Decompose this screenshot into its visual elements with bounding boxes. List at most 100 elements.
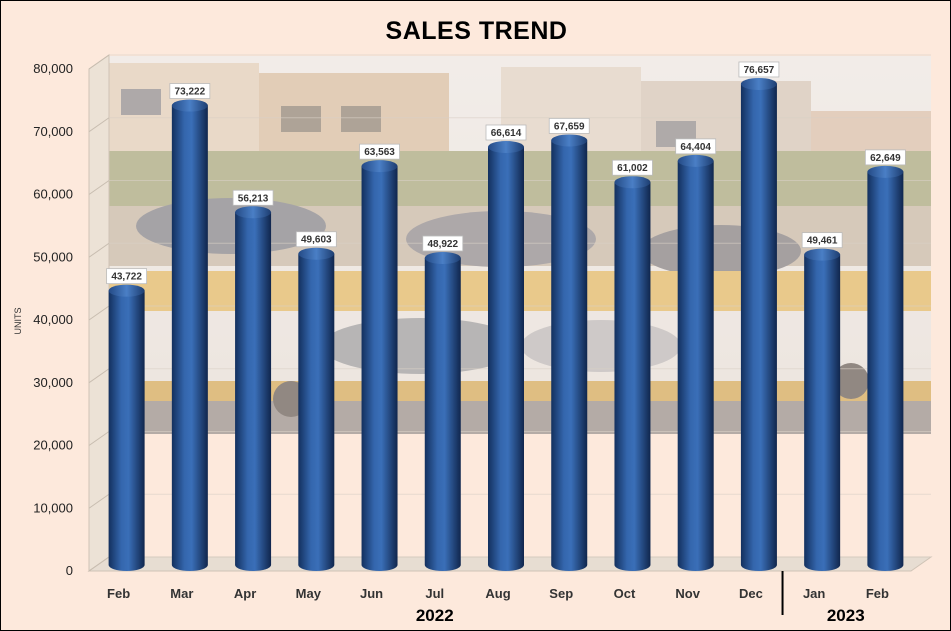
gridline-wall [88, 556, 110, 572]
y-tick-label: 50,000 [33, 249, 73, 264]
bar [740, 77, 777, 571]
bar-cap [108, 284, 145, 297]
bar-cap [171, 99, 208, 112]
y-tick-label: 10,000 [33, 500, 73, 515]
data-label: 43,722 [111, 272, 142, 283]
x-tick-label: Apr [234, 586, 256, 601]
bar-body [614, 182, 651, 571]
gridline-wall [88, 305, 110, 321]
x-tick-label: Sep [549, 586, 573, 601]
bar [424, 252, 461, 571]
data-label-box [106, 268, 148, 285]
data-label: 64,404 [680, 142, 711, 153]
data-label: 49,461 [807, 236, 838, 247]
y-tick-label: 70,000 [33, 124, 73, 139]
bar-body [361, 166, 398, 571]
data-label: 56,213 [238, 193, 269, 204]
bar [677, 154, 714, 571]
gridline-wall [88, 242, 110, 258]
x-tick-label: Feb [107, 586, 130, 601]
bar-body [298, 253, 335, 571]
data-label-box [359, 143, 400, 160]
data-label-box [738, 61, 780, 78]
y-axis-label: UNITS [13, 308, 23, 335]
gridline-wall [88, 180, 110, 195]
gridline-wall [88, 117, 110, 133]
bar [867, 165, 904, 572]
bar-cap [867, 165, 904, 178]
data-label: 49,603 [301, 235, 332, 246]
gridline-wall [88, 431, 110, 446]
bar-cap [298, 247, 335, 260]
bar-body [424, 258, 461, 571]
gridline-wall [88, 368, 110, 384]
bar-body [171, 105, 208, 571]
y-tick-label: 60,000 [33, 187, 73, 202]
x-tick-label: May [296, 586, 322, 601]
bar-cap [614, 176, 651, 189]
bar-body [235, 212, 272, 571]
data-label: 61,002 [617, 163, 648, 174]
gridline-wall [88, 493, 110, 509]
x-tick-label: Jan [803, 586, 825, 601]
bar-cap [804, 248, 841, 261]
data-label-box [675, 138, 717, 155]
data-label-box [612, 159, 653, 176]
bar [171, 99, 208, 571]
y-tick-label: 20,000 [33, 438, 73, 453]
x-tick-label: Mar [170, 586, 193, 601]
bar-cap [551, 134, 588, 147]
bar-body [867, 171, 904, 572]
x-tick-label: Nov [675, 586, 700, 601]
bars-group [108, 77, 904, 572]
bar-cap [235, 206, 272, 219]
data-label-box [422, 235, 464, 252]
x-tick-label: Oct [614, 586, 636, 601]
bar [108, 284, 145, 571]
bar [361, 160, 398, 571]
bar-cap [740, 77, 777, 90]
data-label: 67,659 [554, 121, 585, 132]
data-label-box [232, 189, 274, 206]
data-label-box [169, 83, 211, 99]
labels-group: 43,722 Feb 73,222 Mar 56,213 Apr 49,603 May 63,5… [106, 61, 906, 625]
bar [614, 176, 651, 571]
x-tick-label: Jun [360, 586, 383, 601]
y-tick-label: 30,000 [33, 375, 73, 390]
data-label: 48,922 [427, 239, 458, 250]
chart-title: SALES TREND [385, 17, 568, 45]
group-label: 2022 [416, 606, 454, 625]
bar [235, 206, 272, 571]
data-label-box [548, 118, 590, 134]
bar-body [108, 290, 145, 571]
y-tick-label: 0 [66, 563, 73, 578]
data-label-box [801, 232, 843, 249]
bar-body [551, 140, 588, 572]
bar-cap [488, 140, 524, 153]
bar-body [677, 160, 714, 571]
data-label: 62,649 [870, 153, 901, 164]
y-tick-label: 40,000 [33, 312, 73, 327]
data-label: 63,563 [364, 147, 395, 158]
bar [488, 140, 524, 572]
bar-cap [677, 154, 714, 167]
data-label: 76,657 [744, 65, 775, 76]
x-tick-label: Jul [425, 586, 444, 601]
group-label: 2023 [827, 606, 865, 625]
x-tick-label: Aug [485, 586, 510, 601]
x-tick-label: Feb [866, 586, 889, 601]
bar-cap [361, 160, 398, 173]
bar [804, 248, 841, 572]
bar-body [488, 146, 524, 572]
bar-body [740, 83, 777, 571]
y-tick-label: 80,000 [33, 61, 73, 76]
data-label-box [295, 231, 337, 248]
data-label-box [485, 124, 527, 141]
x-tick-label: Dec [739, 586, 763, 601]
data-label-box [864, 149, 906, 166]
data-label: 73,222 [175, 87, 206, 98]
bar-cap [424, 252, 461, 265]
bar-body [804, 254, 841, 572]
